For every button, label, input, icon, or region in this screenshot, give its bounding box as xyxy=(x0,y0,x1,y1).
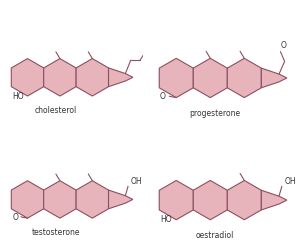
Text: progesterone: progesterone xyxy=(189,108,240,118)
Text: testosterone: testosterone xyxy=(32,228,80,237)
Text: O: O xyxy=(160,92,166,102)
Polygon shape xyxy=(109,68,133,87)
Polygon shape xyxy=(11,58,44,96)
Polygon shape xyxy=(76,181,109,218)
Polygon shape xyxy=(44,58,76,96)
Polygon shape xyxy=(261,68,287,88)
Text: oestradiol: oestradiol xyxy=(196,231,234,240)
Text: O: O xyxy=(12,213,18,222)
Text: HO: HO xyxy=(12,92,23,100)
Text: OH: OH xyxy=(285,177,296,186)
Polygon shape xyxy=(11,181,44,218)
Polygon shape xyxy=(227,58,261,98)
Polygon shape xyxy=(193,180,227,220)
Polygon shape xyxy=(193,58,227,98)
Polygon shape xyxy=(76,58,109,96)
Polygon shape xyxy=(227,180,261,220)
Polygon shape xyxy=(159,58,193,98)
Polygon shape xyxy=(159,180,193,220)
Polygon shape xyxy=(109,190,133,209)
Text: OH: OH xyxy=(131,177,142,186)
Text: cholesterol: cholesterol xyxy=(35,106,77,115)
Text: HO: HO xyxy=(160,215,172,224)
Text: O: O xyxy=(280,42,286,50)
Polygon shape xyxy=(261,190,287,210)
Polygon shape xyxy=(44,181,76,218)
